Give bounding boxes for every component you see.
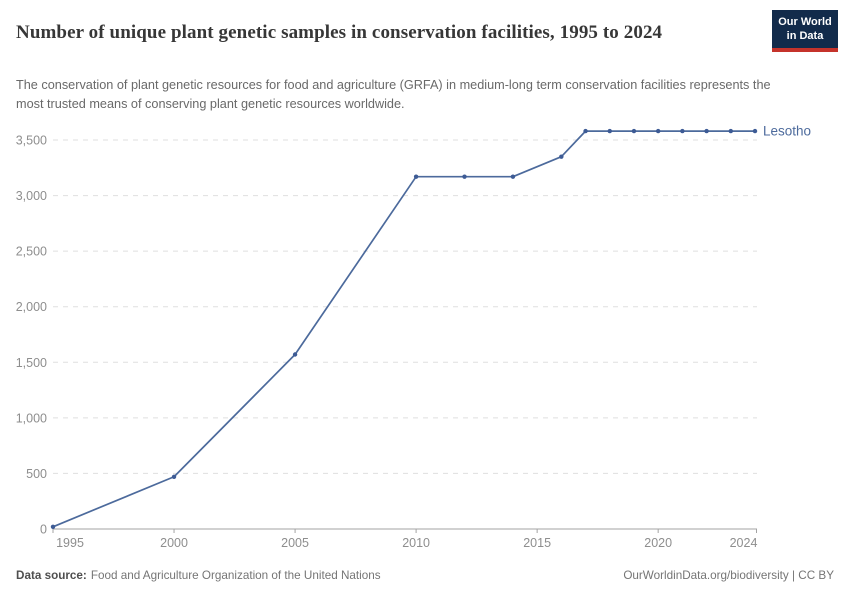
data-point [728, 128, 733, 134]
owid-logo-line2: in Data [786, 29, 824, 42]
y-axis-label: 2,500 [16, 245, 47, 259]
series-line [52, 130, 755, 528]
entity-label: Lesotho [763, 124, 811, 139]
data-point [631, 128, 637, 134]
x-axis-label: 2020 [644, 536, 672, 550]
x-axis-label: 1995 [56, 536, 84, 550]
line-chart: 0 500 1,000 1,500 2,000 2,500 3,000 3,500 1995 20… [16, 124, 811, 550]
x-axis-label: 2005 [281, 536, 309, 550]
data-point [607, 128, 612, 134]
data-point [292, 352, 298, 357]
data-point [704, 128, 709, 134]
data-point [752, 128, 758, 134]
data-source: Data source: Food and Agriculture Organiz… [16, 569, 381, 582]
data-point [50, 524, 56, 529]
page-footer: Data source: Food and Agriculture Organiz… [16, 569, 834, 582]
owid-logo[interactable]: Our World in Data [772, 10, 838, 52]
x-axis-label: 2010 [402, 536, 430, 550]
y-axis-label: 2,000 [16, 300, 47, 314]
data-point [680, 128, 685, 134]
y-axis-label: 3,000 [16, 189, 47, 203]
data-source-value: Food and Agriculture Organization of the… [90, 569, 381, 582]
owid-logo-line1: Our World [778, 16, 832, 28]
page-title: Number of unique plant genetic samples i… [16, 22, 663, 43]
y-axis-label: 3,500 [16, 134, 47, 148]
y-axis-label: 0 [40, 523, 47, 537]
data-point [171, 474, 177, 479]
data-point [655, 128, 661, 134]
data-point [559, 154, 564, 159]
credit-link[interactable]: OurWorldinData.org/biodiversity | CC BY [623, 569, 834, 582]
y-axis-label: 1,500 [16, 356, 47, 370]
data-point [413, 174, 419, 179]
x-axis-label: 2015 [523, 536, 551, 550]
data-point [462, 174, 467, 179]
x-axis-label: 2024 [730, 536, 758, 550]
y-axis-label: 500 [26, 467, 47, 481]
data-point [510, 174, 516, 179]
chart-subtitle: The conservation of plant genetic resour… [16, 78, 771, 111]
chart-area: 0 500 1,000 1,500 2,000 2,500 3,000 3,500 1995 20… [0, 115, 850, 560]
data-source-label: Data source: [16, 569, 87, 582]
data-point [583, 128, 588, 134]
x-axis-label: 2000 [160, 536, 188, 550]
y-axis-label: 1,000 [16, 411, 47, 425]
